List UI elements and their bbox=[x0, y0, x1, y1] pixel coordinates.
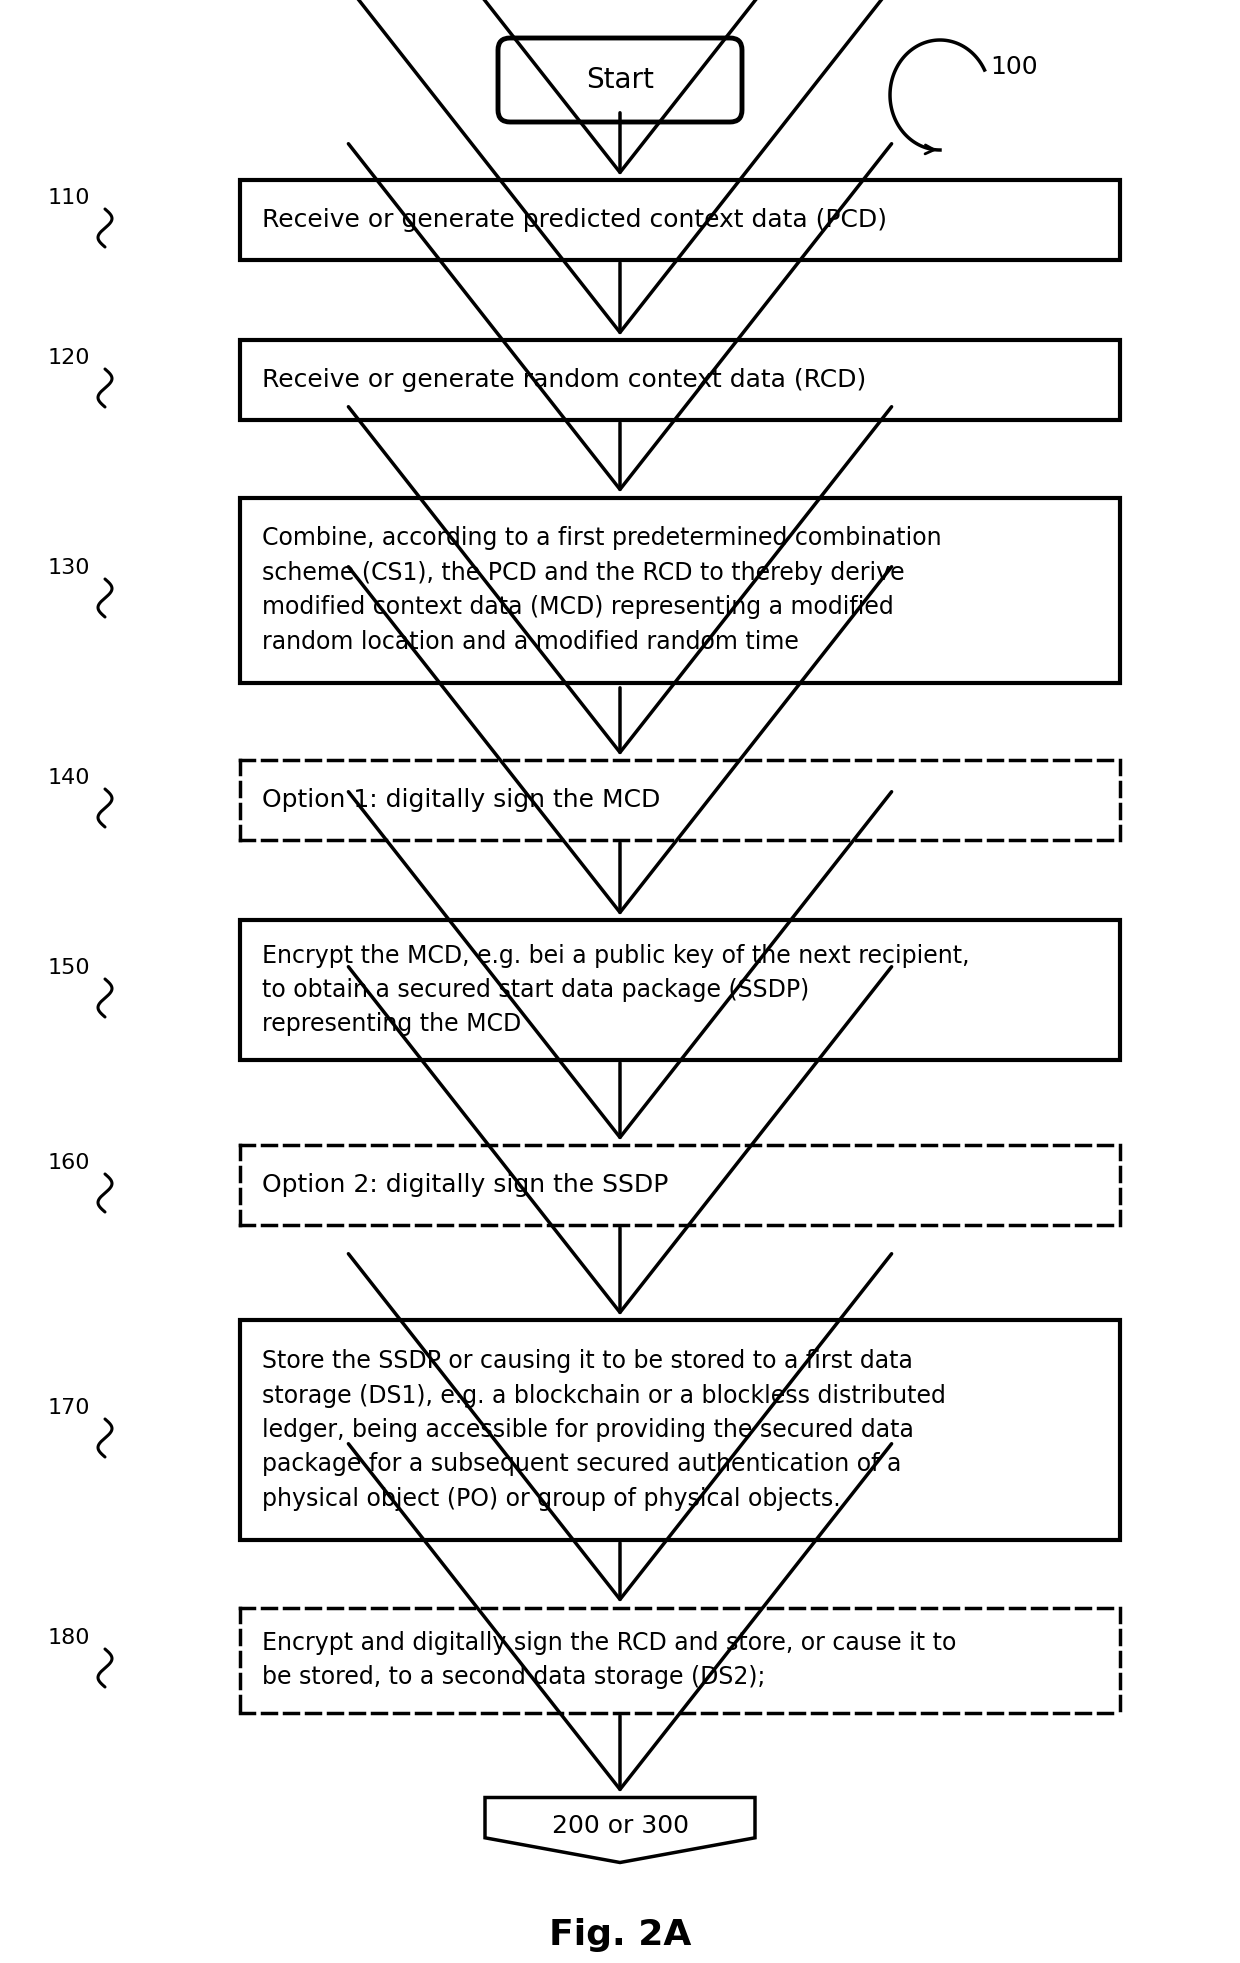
Text: Receive or generate random context data (RCD): Receive or generate random context data … bbox=[262, 367, 867, 393]
Text: Fig. 2A: Fig. 2A bbox=[549, 1918, 691, 1951]
Bar bbox=[241, 497, 1120, 683]
Bar bbox=[241, 1319, 1120, 1541]
Text: 100: 100 bbox=[990, 55, 1038, 79]
Text: Encrypt the MCD, e.g. bei a public key of the next recipient,
to obtain a secure: Encrypt the MCD, e.g. bei a public key o… bbox=[262, 944, 970, 1036]
Text: 120: 120 bbox=[47, 347, 91, 367]
Polygon shape bbox=[485, 1798, 755, 1863]
Text: 170: 170 bbox=[47, 1398, 91, 1417]
Bar bbox=[241, 181, 1120, 259]
Text: Option 2: digitally sign the SSDP: Option 2: digitally sign the SSDP bbox=[262, 1174, 668, 1197]
Text: 180: 180 bbox=[47, 1627, 91, 1649]
Bar bbox=[241, 921, 1120, 1060]
Text: Receive or generate predicted context data (PCD): Receive or generate predicted context da… bbox=[262, 208, 887, 232]
Text: 140: 140 bbox=[47, 768, 91, 787]
Text: 200 or 300: 200 or 300 bbox=[552, 1814, 688, 1837]
Text: Option 1: digitally sign the MCD: Option 1: digitally sign the MCD bbox=[262, 787, 661, 813]
Text: Combine, according to a first predetermined combination
scheme (CS1), the PCD an: Combine, according to a first predetermi… bbox=[262, 526, 941, 654]
Text: 160: 160 bbox=[47, 1152, 91, 1174]
Text: Encrypt and digitally sign the RCD and store, or cause it to
be stored, to a sec: Encrypt and digitally sign the RCD and s… bbox=[262, 1631, 956, 1690]
Text: Start: Start bbox=[587, 67, 653, 94]
Text: 110: 110 bbox=[47, 188, 91, 208]
Text: 150: 150 bbox=[47, 958, 91, 978]
Text: Store the SSDP or causing it to be stored to a first data
storage (DS1), e.g. a : Store the SSDP or causing it to be store… bbox=[262, 1349, 946, 1512]
Text: 130: 130 bbox=[47, 557, 91, 577]
FancyBboxPatch shape bbox=[498, 37, 742, 122]
Bar bbox=[241, 340, 1120, 420]
